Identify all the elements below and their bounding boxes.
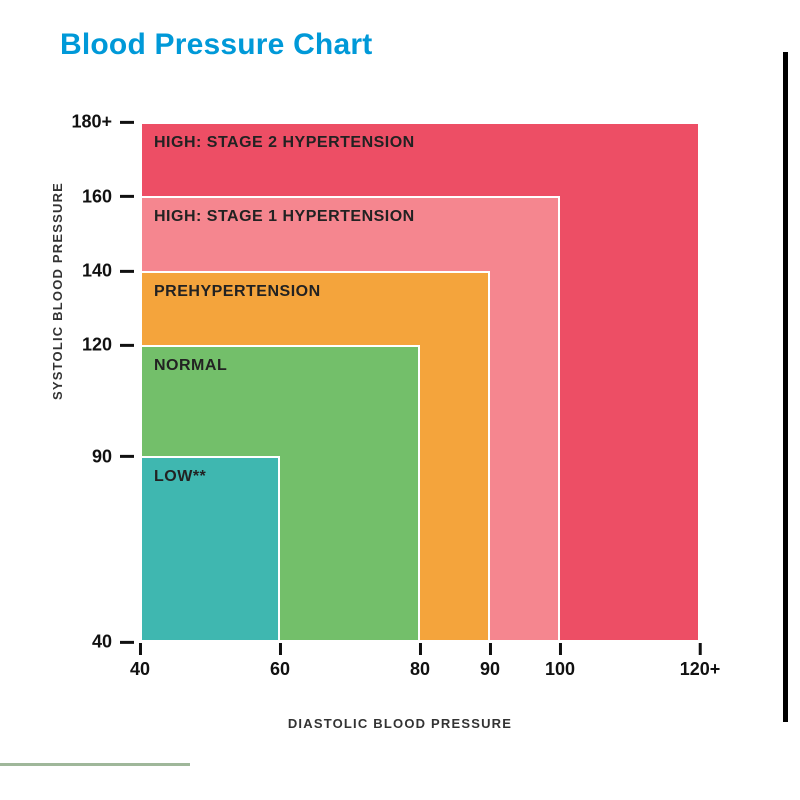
y-tick-label: 40 — [92, 632, 112, 652]
zone-label-prehtn: PREHYPERTENSION — [154, 283, 321, 301]
tick-mark-icon — [120, 195, 134, 198]
y-tick: 40 — [70, 631, 134, 653]
y-tick: 120 — [70, 334, 134, 356]
x-tick-label: 80 — [410, 659, 430, 679]
tick-mark-icon — [558, 643, 561, 655]
y-axis-label: SYSTOLIC BLOOD PRESSURE — [50, 182, 65, 400]
zone-label-stage2: HIGH: STAGE 2 HYPERTENSION — [154, 134, 415, 152]
y-tick: 140 — [70, 260, 134, 282]
bottom-left-strip — [0, 763, 190, 766]
page: Blood Pressure Chart SYSTOLIC BLOOD PRES… — [0, 0, 800, 800]
x-tick-label: 120+ — [680, 659, 721, 679]
x-tick: 120+ — [680, 643, 721, 680]
x-tick-label: 100 — [545, 659, 575, 679]
x-tick-label: 40 — [130, 659, 150, 679]
bp-chart: HIGH: STAGE 2 HYPERTENSION HIGH: STAGE 1 … — [140, 122, 700, 642]
tick-mark-icon — [139, 643, 142, 655]
tick-mark-icon — [698, 643, 701, 655]
tick-mark-icon — [120, 269, 134, 272]
tick-mark-icon — [279, 643, 282, 655]
zone-label-normal: NORMAL — [154, 357, 227, 375]
tick-mark-icon — [120, 121, 134, 124]
tick-mark-icon — [489, 643, 492, 655]
x-axis-label: DIASTOLIC BLOOD PRESSURE — [0, 716, 800, 731]
tick-mark-icon — [120, 455, 134, 458]
zone-label-low: LOW** — [154, 468, 206, 486]
x-tick: 80 — [410, 643, 430, 680]
zone-label-stage1: HIGH: STAGE 1 HYPERTENSION — [154, 208, 415, 226]
x-tick: 90 — [480, 643, 500, 680]
tick-mark-icon — [419, 643, 422, 655]
x-tick: 60 — [270, 643, 290, 680]
right-border-bar — [783, 52, 788, 722]
x-tick: 100 — [545, 643, 575, 680]
y-tick-label: 180+ — [71, 112, 112, 132]
y-tick-label: 120 — [82, 335, 112, 355]
y-tick-label: 140 — [82, 260, 112, 280]
y-tick: 160 — [70, 185, 134, 207]
y-tick-label: 90 — [92, 446, 112, 466]
tick-mark-icon — [120, 344, 134, 347]
page-title: Blood Pressure Chart — [60, 28, 372, 62]
y-tick: 90 — [70, 445, 134, 467]
y-tick-label: 160 — [82, 186, 112, 206]
y-tick: 180+ — [70, 111, 134, 133]
x-tick: 40 — [130, 643, 150, 680]
x-tick-label: 60 — [270, 659, 290, 679]
x-tick-label: 90 — [480, 659, 500, 679]
